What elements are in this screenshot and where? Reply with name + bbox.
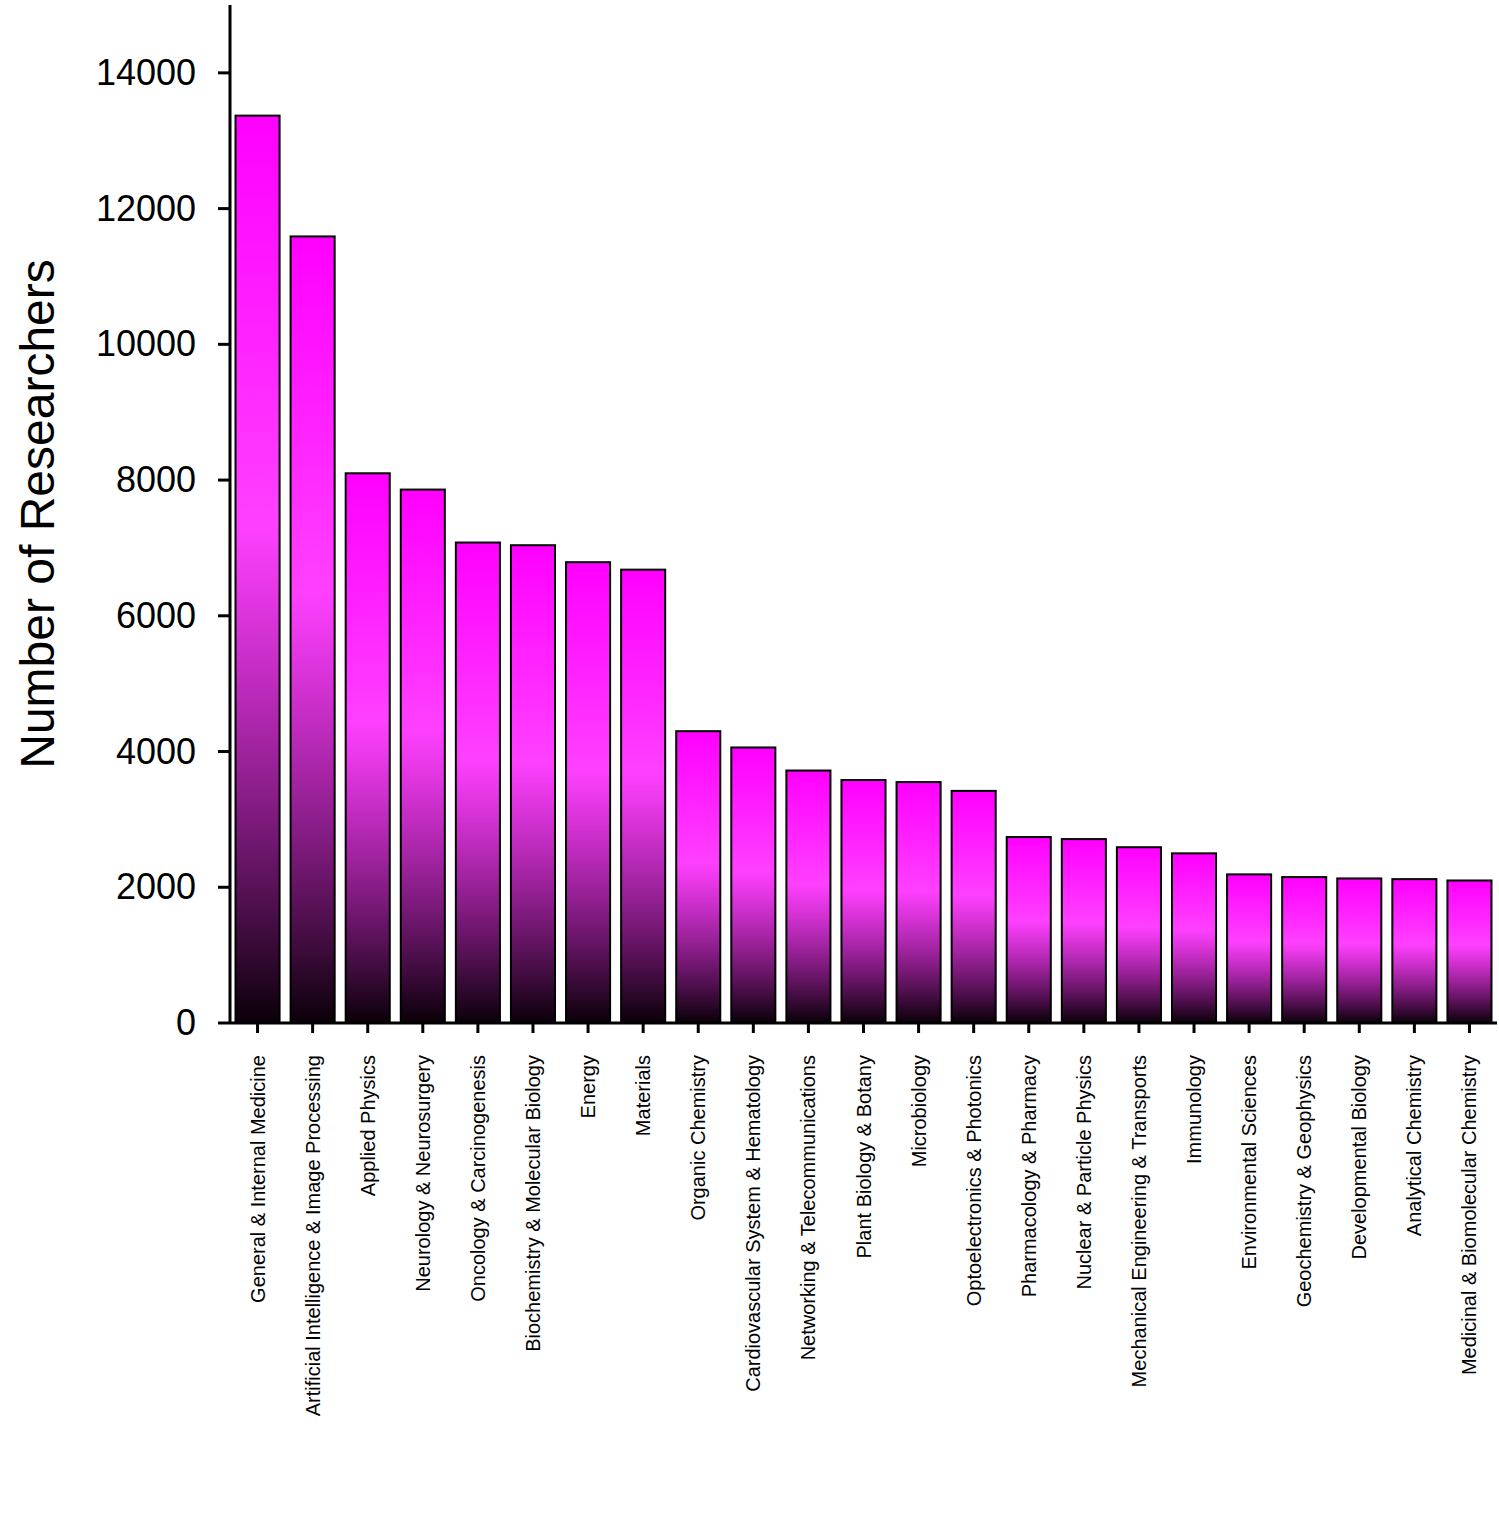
x-tick bbox=[1303, 1023, 1306, 1033]
bar bbox=[401, 490, 445, 1023]
x-tick bbox=[1358, 1023, 1361, 1033]
x-tick bbox=[1413, 1023, 1416, 1033]
bar bbox=[786, 771, 830, 1023]
x-tick-label: Pharmacology & Pharmacy bbox=[1018, 1055, 1040, 1297]
chart-svg: 0 2000 4000 6000 8000 10000 12000 14000 General … bbox=[0, 0, 1499, 1536]
bar bbox=[456, 543, 500, 1023]
y-tick bbox=[218, 1022, 230, 1025]
x-tick-label: Networking & Telecommunications bbox=[797, 1055, 819, 1360]
x-tick-label: Medicinal & Biomolecular Chemistry bbox=[1458, 1055, 1480, 1375]
x-tick-label: Cardiovascular System & Hematology bbox=[742, 1055, 764, 1392]
x-tick bbox=[752, 1023, 755, 1033]
bar bbox=[731, 747, 775, 1023]
y-tick bbox=[218, 71, 230, 74]
x-tick bbox=[972, 1023, 975, 1033]
x-tick bbox=[917, 1023, 920, 1033]
y-tick-label: 4000 bbox=[116, 731, 196, 772]
bars bbox=[236, 116, 1492, 1023]
x-tick-label: Nuclear & Particle Physics bbox=[1073, 1055, 1095, 1290]
x-tick bbox=[311, 1023, 314, 1033]
bar bbox=[566, 562, 610, 1023]
bar bbox=[1172, 853, 1216, 1023]
x-tick-label: Artificial Intelligence & Image Processi… bbox=[302, 1055, 324, 1416]
x-tick-label: Neurology & Neurosurgery bbox=[412, 1055, 434, 1292]
x-tick bbox=[476, 1023, 479, 1033]
bar bbox=[236, 116, 280, 1023]
x-tick bbox=[1248, 1023, 1251, 1033]
x-tick-label: Developmental Biology bbox=[1348, 1055, 1370, 1260]
x-tick-label: General & Internal Medicine bbox=[247, 1055, 269, 1303]
bar bbox=[1447, 880, 1491, 1023]
bar bbox=[511, 545, 555, 1023]
bar bbox=[841, 780, 885, 1023]
x-tick bbox=[807, 1023, 810, 1033]
y-tick-label: 12000 bbox=[96, 188, 196, 229]
x-tick-label: Energy bbox=[577, 1055, 599, 1118]
x-tick bbox=[531, 1023, 534, 1033]
bar bbox=[1337, 878, 1381, 1023]
bar bbox=[621, 570, 665, 1023]
bar bbox=[346, 473, 390, 1023]
x-tick bbox=[366, 1023, 369, 1033]
bar bbox=[1282, 877, 1326, 1023]
x-tick-label: Mechanical Engineering & Transports bbox=[1128, 1055, 1150, 1387]
x-tick bbox=[1468, 1023, 1471, 1033]
x-tick-label: Environmental Sciences bbox=[1238, 1055, 1260, 1270]
x-tick-label: Materials bbox=[632, 1055, 654, 1136]
bar bbox=[291, 236, 335, 1023]
x-tick bbox=[1082, 1023, 1085, 1033]
x-tick bbox=[1027, 1023, 1030, 1033]
x-tick-label: Biochemistry & Molecular Biology bbox=[522, 1055, 544, 1352]
y-tick-label: 0 bbox=[176, 1002, 196, 1043]
y-tick bbox=[218, 750, 230, 753]
bar bbox=[1227, 874, 1271, 1023]
bar bbox=[952, 791, 996, 1023]
y-tick bbox=[218, 343, 230, 346]
x-tick-label: Immunology bbox=[1183, 1055, 1205, 1164]
x-tick-label: Plant Biology & Botany bbox=[853, 1055, 875, 1258]
x-tick bbox=[1137, 1023, 1140, 1033]
x-tick-label: Analytical Chemistry bbox=[1403, 1055, 1425, 1236]
y-tick-label: 6000 bbox=[116, 595, 196, 636]
chart-container: 0 2000 4000 6000 8000 10000 12000 14000 General … bbox=[0, 0, 1499, 1536]
x-tick-label: Geochemistry & Geophysics bbox=[1293, 1055, 1315, 1307]
x-tick bbox=[256, 1023, 259, 1033]
y-tick bbox=[218, 479, 230, 482]
x-tick-label: Applied Physics bbox=[357, 1055, 379, 1196]
bar bbox=[1117, 847, 1161, 1023]
y-tick-label: 10000 bbox=[96, 323, 196, 364]
x-tick bbox=[642, 1023, 645, 1033]
y-tick-label: 14000 bbox=[96, 52, 196, 93]
x-tick bbox=[862, 1023, 865, 1033]
bar bbox=[1007, 837, 1051, 1023]
bar bbox=[897, 782, 941, 1023]
y-tick bbox=[218, 886, 230, 889]
bar bbox=[1062, 839, 1106, 1023]
y-tick-label: 2000 bbox=[116, 866, 196, 907]
y-axis-label: Number of Researchers bbox=[11, 259, 64, 769]
x-tick-label: Oncology & Carcinogenesis bbox=[467, 1055, 489, 1302]
y-tick bbox=[218, 614, 230, 617]
y-tick bbox=[218, 207, 230, 210]
y-tick-label: 8000 bbox=[116, 459, 196, 500]
x-tick bbox=[587, 1023, 590, 1033]
y-axis bbox=[229, 5, 232, 1023]
x-tick-label: Organic Chemistry bbox=[687, 1055, 709, 1221]
x-tick bbox=[421, 1023, 424, 1033]
bar bbox=[676, 731, 720, 1023]
x-tick bbox=[697, 1023, 700, 1033]
x-tick-label: Optoelectronics & Photonics bbox=[963, 1055, 985, 1306]
x-tick bbox=[1193, 1023, 1196, 1033]
x-tick-label: Microbiology bbox=[908, 1055, 930, 1167]
bar bbox=[1392, 879, 1436, 1023]
